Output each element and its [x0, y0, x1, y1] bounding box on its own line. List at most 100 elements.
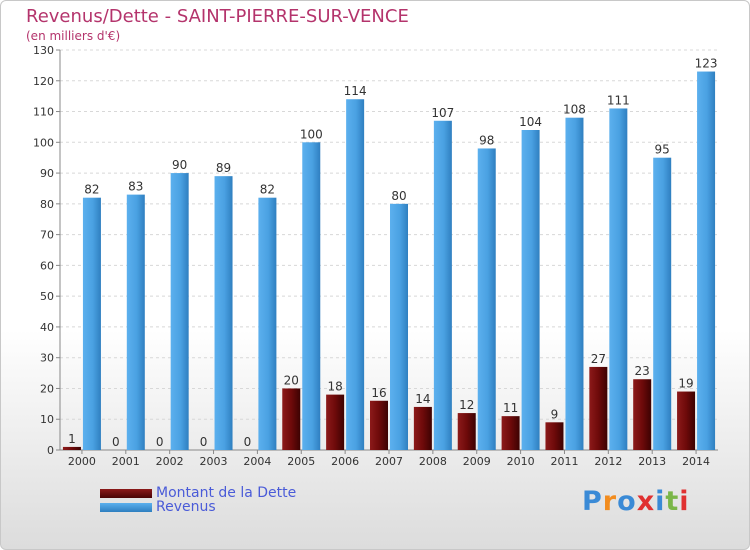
data-label-revenus: 95: [655, 143, 670, 157]
x-tick-label: 2002: [156, 455, 184, 468]
bar-dette: [326, 394, 345, 450]
data-label-revenus: 123: [695, 57, 718, 71]
data-label-revenus: 108: [563, 103, 586, 117]
data-label-revenus: 82: [84, 183, 99, 197]
x-tick-label: 2009: [463, 455, 491, 468]
y-tick-label: 100: [33, 136, 54, 149]
x-tick-label: 2008: [419, 455, 447, 468]
legend-item-dette: Montant de la Dette: [100, 485, 297, 501]
bar-revenus: [82, 197, 101, 450]
data-label-revenus: 98: [479, 133, 494, 147]
bar-revenus: [258, 197, 277, 450]
bar-dette: [370, 400, 388, 450]
x-tick-label: 2004: [243, 455, 271, 468]
y-tick-label: 130: [33, 44, 54, 57]
bar-revenus: [302, 142, 321, 451]
logo-letter: x: [636, 486, 656, 517]
logo-letter: r: [602, 486, 618, 517]
data-label-dette: 14: [415, 392, 430, 406]
y-tick-label: 30: [40, 352, 54, 365]
logo-letter: o: [617, 486, 637, 517]
data-label-dette: 0: [112, 435, 120, 449]
legend-swatch-dette: [100, 488, 152, 498]
bar-dette: [589, 366, 608, 450]
y-tick-label: 10: [40, 413, 54, 426]
data-label-revenus: 90: [172, 158, 187, 172]
chart-title: Revenus/Dette - SAINT-PIERRE-SUR-VENCE: [26, 6, 409, 27]
bar-dette: [282, 388, 301, 450]
bar-revenus: [697, 71, 716, 451]
data-label-revenus: 114: [344, 84, 367, 98]
y-tick-label: 20: [40, 382, 54, 395]
data-label-dette: 9: [551, 407, 559, 421]
data-label-dette: 0: [244, 435, 252, 449]
bar-revenus: [521, 130, 540, 450]
x-tick-label: 2000: [68, 455, 96, 468]
x-tick-label: 2001: [112, 455, 140, 468]
y-tick-label: 120: [33, 75, 54, 88]
data-label-revenus: 80: [391, 189, 406, 203]
data-label-dette: 19: [678, 377, 693, 391]
logo-letter: P: [582, 486, 603, 517]
y-tick-label: 60: [40, 259, 54, 272]
data-label-dette: 11: [503, 401, 518, 415]
data-label-revenus: 100: [300, 127, 323, 141]
data-label-dette: 23: [635, 364, 650, 378]
proxiti-logo: Proxiti: [582, 486, 690, 517]
data-label-revenus: 82: [260, 183, 275, 197]
bar-revenus: [433, 120, 452, 451]
data-label-dette: 20: [284, 373, 299, 387]
bar-dette: [62, 446, 81, 450]
data-label-dette: 18: [327, 380, 342, 394]
legend-swatch-revenus: [100, 502, 152, 512]
data-label-dette: 16: [371, 386, 386, 400]
bar-revenus: [565, 117, 584, 450]
bar-revenus: [126, 194, 145, 450]
x-tick-label: 2012: [594, 455, 622, 468]
x-tick-label: 2005: [287, 455, 315, 468]
data-label-revenus: 83: [128, 180, 143, 194]
data-label-dette: 12: [459, 398, 474, 412]
y-tick-label: 70: [40, 229, 54, 242]
y-tick-label: 0: [47, 444, 54, 457]
x-tick-label: 2007: [375, 455, 403, 468]
x-tick-label: 2014: [682, 455, 710, 468]
data-label-dette: 1: [68, 432, 76, 446]
bar-dette: [677, 391, 696, 450]
x-tick-label: 2003: [200, 455, 228, 468]
bar-revenus: [214, 176, 233, 450]
x-tick-label: 2010: [507, 455, 535, 468]
bar-dette: [545, 422, 564, 450]
data-label-dette: 0: [200, 435, 208, 449]
y-tick-label: 80: [40, 198, 54, 211]
bar-revenus: [477, 148, 496, 450]
bar-revenus: [653, 157, 672, 450]
y-tick-label: 50: [40, 290, 54, 303]
logo-letter: i: [679, 486, 690, 517]
legend-label-revenus: Revenus: [156, 499, 216, 515]
legend: Montant de la Dette Revenus: [100, 485, 297, 515]
data-label-dette: 0: [156, 435, 164, 449]
bar-dette: [633, 379, 652, 450]
bar-revenus: [390, 203, 408, 450]
y-tick-label: 40: [40, 321, 54, 334]
logo-letter: i: [655, 486, 666, 517]
bar-dette: [413, 406, 432, 450]
bar-dette: [457, 413, 476, 450]
data-label-revenus: 107: [431, 106, 454, 120]
data-label-revenus: 104: [519, 115, 542, 129]
bar-revenus: [170, 173, 189, 451]
y-tick-label: 90: [40, 167, 54, 180]
x-tick-label: 2006: [331, 455, 359, 468]
bar-revenus: [609, 108, 628, 450]
logo-letter: t: [665, 486, 680, 517]
chart-subtitle: (en milliers d'€): [26, 29, 121, 43]
x-tick-label: 2013: [638, 455, 666, 468]
legend-label-dette: Montant de la Dette: [156, 485, 297, 501]
bar-dette: [501, 416, 520, 450]
legend-item-revenus: Revenus: [100, 499, 296, 515]
data-label-revenus: 89: [216, 161, 231, 175]
data-label-dette: 27: [591, 352, 606, 366]
x-tick-label: 2011: [550, 455, 578, 468]
